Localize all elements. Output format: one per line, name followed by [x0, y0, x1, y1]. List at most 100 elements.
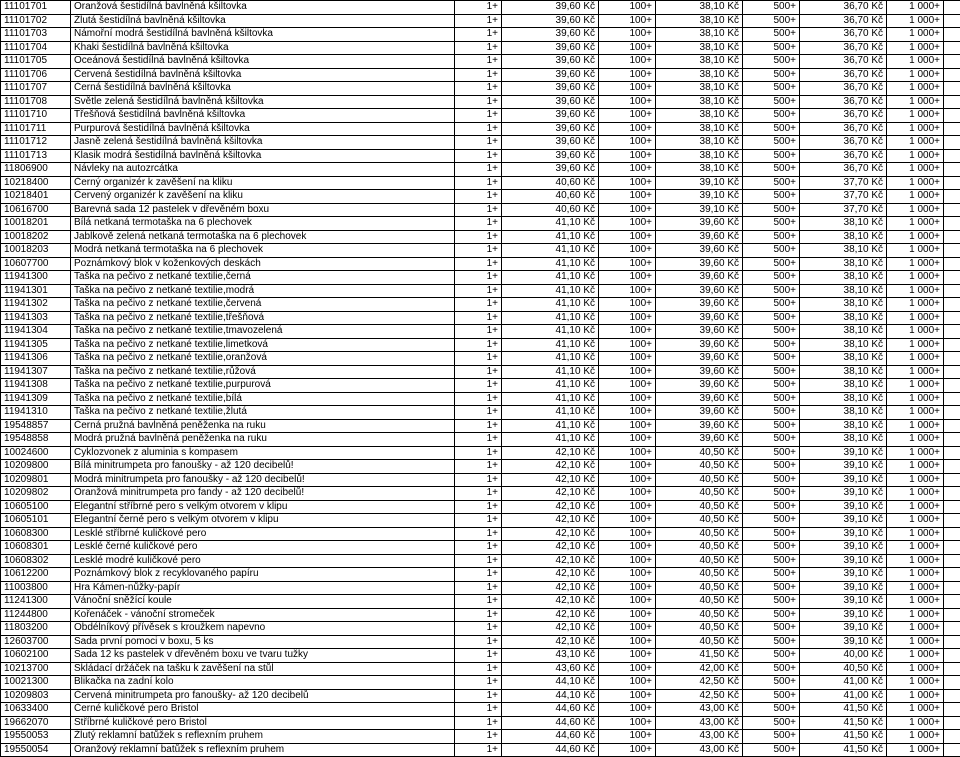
- price-tier-4: 40,00 Kč: [944, 689, 960, 703]
- table-row: 10024600Cyklozvonek z aluminia s kompase…: [1, 446, 960, 460]
- table-row: 10018202Jablkově zelená netkaná termotaš…: [1, 230, 960, 244]
- price-tier-4: 35,90 Kč: [944, 122, 960, 136]
- price-tier-3: 37,70 Kč: [800, 190, 887, 204]
- qty-tier-3: 500+: [743, 365, 800, 379]
- price-tier-1: 44,60 Kč: [502, 703, 599, 717]
- price-tier-2: 39,10 Kč: [656, 203, 743, 217]
- qty-tier-1: 1+: [455, 392, 502, 406]
- qty-tier-3: 500+: [743, 379, 800, 393]
- price-tier-1: 40,60 Kč: [502, 190, 599, 204]
- qty-tier-4: 1 000+: [887, 257, 944, 271]
- product-code: 11101703: [1, 28, 71, 42]
- table-row: 11101712Jasně zelená šestidílná bavlněná…: [1, 136, 960, 150]
- table-row: 19548858Modrá pružná bavlněná peněženka …: [1, 433, 960, 447]
- price-tier-2: 40,50 Kč: [656, 527, 743, 541]
- qty-tier-1: 1+: [455, 595, 502, 609]
- qty-tier-1: 1+: [455, 203, 502, 217]
- qty-tier-2: 100+: [599, 635, 656, 649]
- price-tier-2: 39,60 Kč: [656, 392, 743, 406]
- price-tier-3: 36,70 Kč: [800, 28, 887, 42]
- qty-tier-3: 500+: [743, 55, 800, 69]
- qty-tier-2: 100+: [599, 55, 656, 69]
- product-code: 11101713: [1, 149, 71, 163]
- qty-tier-2: 100+: [599, 244, 656, 258]
- qty-tier-4: 1 000+: [887, 109, 944, 123]
- price-tier-3: 39,10 Kč: [800, 500, 887, 514]
- product-code: 11803200: [1, 622, 71, 636]
- qty-tier-4: 1 000+: [887, 406, 944, 420]
- price-tier-2: 38,10 Kč: [656, 149, 743, 163]
- price-tier-4: 37,30 Kč: [944, 379, 960, 393]
- product-code: 19662070: [1, 716, 71, 730]
- price-tier-1: 42,10 Kč: [502, 541, 599, 555]
- price-tier-2: 39,60 Kč: [656, 365, 743, 379]
- product-code: 10024600: [1, 446, 71, 460]
- product-name: Oranžová šestidílná bavlněná kšiltovka: [71, 1, 455, 15]
- qty-tier-3: 500+: [743, 541, 800, 555]
- qty-tier-2: 100+: [599, 662, 656, 676]
- qty-tier-4: 1 000+: [887, 608, 944, 622]
- price-tier-4: 38,20 Kč: [944, 581, 960, 595]
- price-tier-4: 37,30 Kč: [944, 311, 960, 325]
- qty-tier-3: 500+: [743, 554, 800, 568]
- table-row: 10608302Lesklé modré kuličkové pero1+42,…: [1, 554, 960, 568]
- table-row: 10218401Červený organizér k zavěšení na …: [1, 190, 960, 204]
- qty-tier-4: 1 000+: [887, 217, 944, 231]
- price-tier-2: 39,60 Kč: [656, 244, 743, 258]
- price-tier-4: 38,20 Kč: [944, 554, 960, 568]
- product-name: Obdélníkový přívěsek s kroužkem napevno: [71, 622, 455, 636]
- price-tier-3: 40,00 Kč: [800, 649, 887, 663]
- price-tier-2: 40,50 Kč: [656, 473, 743, 487]
- price-tier-4: 35,90 Kč: [944, 149, 960, 163]
- price-tier-3: 39,10 Kč: [800, 554, 887, 568]
- product-name: Lesklé modré kuličkové pero: [71, 554, 455, 568]
- price-tier-3: 36,70 Kč: [800, 163, 887, 177]
- price-tier-2: 38,10 Kč: [656, 68, 743, 82]
- product-name: Sada 12 ks pastelek v dřevěném boxu ve t…: [71, 649, 455, 663]
- product-name: Oranžový reklamní batůžek s reflexním pr…: [71, 743, 455, 757]
- qty-tier-3: 500+: [743, 433, 800, 447]
- price-tier-4: 39,60 Kč: [944, 662, 960, 676]
- qty-tier-4: 1 000+: [887, 527, 944, 541]
- product-name: Bílá netkaná termotaška na 6 plechovek: [71, 217, 455, 231]
- qty-tier-4: 1 000+: [887, 122, 944, 136]
- qty-tier-2: 100+: [599, 406, 656, 420]
- price-tier-4: 35,90 Kč: [944, 28, 960, 42]
- table-row: 11101705Oceánová šestidílná bavlněná kši…: [1, 55, 960, 69]
- product-name: Lesklé černé kuličkové pero: [71, 541, 455, 555]
- price-tier-2: 40,50 Kč: [656, 554, 743, 568]
- product-code: 19548858: [1, 433, 71, 447]
- qty-tier-2: 100+: [599, 230, 656, 244]
- qty-tier-2: 100+: [599, 622, 656, 636]
- table-row: 11003800Hra Kámen-nůžky-papír1+42,10 Kč1…: [1, 581, 960, 595]
- qty-tier-1: 1+: [455, 14, 502, 28]
- price-tier-4: 38,20 Kč: [944, 527, 960, 541]
- price-tier-2: 40,50 Kč: [656, 568, 743, 582]
- qty-tier-3: 500+: [743, 527, 800, 541]
- qty-tier-3: 500+: [743, 68, 800, 82]
- price-tier-4: 38,20 Kč: [944, 595, 960, 609]
- price-tier-2: 42,50 Kč: [656, 689, 743, 703]
- price-tier-1: 44,10 Kč: [502, 689, 599, 703]
- qty-tier-4: 1 000+: [887, 460, 944, 474]
- price-tier-1: 41,10 Kč: [502, 230, 599, 244]
- price-tier-3: 39,10 Kč: [800, 635, 887, 649]
- product-code: 11941306: [1, 352, 71, 366]
- qty-tier-1: 1+: [455, 662, 502, 676]
- product-name: Cyklozvonek z aluminia s kompasem: [71, 446, 455, 460]
- qty-tier-4: 1 000+: [887, 298, 944, 312]
- qty-tier-3: 500+: [743, 176, 800, 190]
- qty-tier-1: 1+: [455, 541, 502, 555]
- table-row: 19662070Stříbrné kuličkové pero Bristol1…: [1, 716, 960, 730]
- product-code: 10018201: [1, 217, 71, 231]
- price-tier-4: 37,30 Kč: [944, 352, 960, 366]
- price-tier-3: 38,10 Kč: [800, 271, 887, 285]
- qty-tier-3: 500+: [743, 608, 800, 622]
- price-tier-2: 38,10 Kč: [656, 28, 743, 42]
- qty-tier-2: 100+: [599, 392, 656, 406]
- qty-tier-2: 100+: [599, 730, 656, 744]
- qty-tier-3: 500+: [743, 716, 800, 730]
- product-name: Světle zelená šestidílná bavlněná kšilto…: [71, 95, 455, 109]
- table-row: 10605100Elegantní stříbrné pero s velkým…: [1, 500, 960, 514]
- qty-tier-3: 500+: [743, 568, 800, 582]
